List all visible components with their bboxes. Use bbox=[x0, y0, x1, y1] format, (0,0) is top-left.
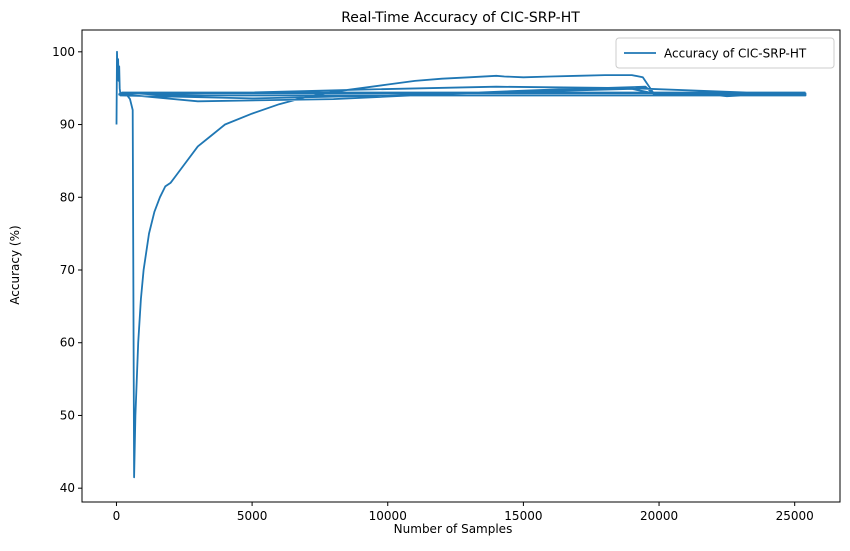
y-tick-label: 40 bbox=[60, 481, 75, 495]
y-tick-label: 60 bbox=[60, 336, 75, 350]
y-tick-label: 70 bbox=[60, 263, 75, 277]
y-axis-label: Accuracy (%) bbox=[8, 225, 22, 304]
x-tick-label: 20000 bbox=[640, 509, 678, 523]
chart-title: Real-Time Accuracy of CIC-SRP-HT bbox=[341, 10, 580, 26]
y-tick-label: 80 bbox=[60, 190, 75, 204]
y-tick-label: 90 bbox=[60, 118, 75, 132]
y-tick-label: 50 bbox=[60, 408, 75, 422]
legend-box bbox=[615, 37, 835, 69]
y-tick-label: 100 bbox=[52, 45, 75, 59]
x-axis-label: Number of Samples bbox=[394, 522, 513, 536]
legend-label-accuracy: Accuracy of CIC-SRP-HT bbox=[664, 47, 807, 61]
x-tick-label: 15000 bbox=[504, 509, 542, 523]
x-tick-label: 10000 bbox=[369, 509, 407, 523]
y-axis-ticks: 40 50 60 70 80 90 100 bbox=[52, 45, 82, 495]
x-tick-label: 25000 bbox=[776, 509, 814, 523]
x-tick-label: 0 bbox=[113, 509, 121, 523]
x-tick-label: 5000 bbox=[237, 509, 268, 523]
plot-area bbox=[115, 50, 807, 479]
legend: Accuracy of CIC-SRP-HT bbox=[615, 37, 835, 69]
series-line-0 bbox=[115, 50, 807, 479]
x-axis-ticks: 0 5000 10000 15000 20000 25000 bbox=[113, 502, 814, 523]
plot-frame bbox=[81, 29, 841, 503]
